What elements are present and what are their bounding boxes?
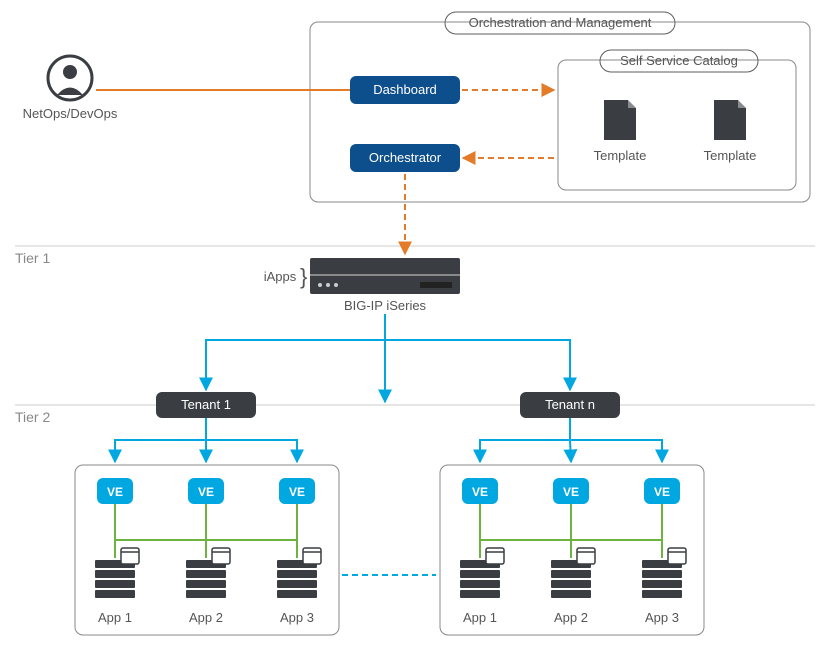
template1-icon: [604, 100, 636, 140]
server-icon: [186, 560, 226, 598]
tier1-label: Tier 1: [15, 250, 50, 266]
app-window-icon: [303, 548, 321, 564]
bigip-label: BIG-IP iSeries: [344, 298, 427, 313]
template2-icon: [714, 100, 746, 140]
actor-icon: [48, 56, 92, 100]
bigip-to-tenant1: [206, 314, 385, 390]
svg-text:VE: VE: [563, 485, 579, 499]
ve-badge: VE: [644, 478, 680, 504]
app-window-icon: [121, 548, 139, 564]
iapps-label: iApps: [264, 269, 297, 284]
bigip-device-icon: [310, 258, 460, 294]
tier2-label: Tier 2: [15, 409, 50, 425]
catalog-title: Self Service Catalog: [620, 53, 738, 68]
app-label: App 1: [463, 610, 497, 625]
app-label: App 2: [554, 610, 588, 625]
server-icon: [277, 560, 317, 598]
ve-badge: VE: [188, 478, 224, 504]
server-icon: [642, 560, 682, 598]
app-window-icon: [486, 548, 504, 564]
dashboard-label: Dashboard: [373, 82, 437, 97]
app-window-icon: [212, 548, 230, 564]
tn-fan-2: [570, 440, 571, 462]
app-label: App 3: [645, 610, 679, 625]
svg-text:VE: VE: [654, 485, 670, 499]
tenantn-label: Tenant n: [545, 397, 595, 412]
tenant1-label: Tenant 1: [181, 397, 231, 412]
orch-title: Orchestration and Management: [469, 15, 652, 30]
bigip-to-tenantn: [385, 340, 570, 390]
cluster1: VE App 1 VE App 2 VE App 3: [95, 478, 321, 625]
svg-text:VE: VE: [472, 485, 488, 499]
svg-text:VE: VE: [289, 485, 305, 499]
template2-label: Template: [704, 148, 757, 163]
ve-badge: VE: [279, 478, 315, 504]
t1-fan-1: [115, 418, 206, 462]
cluster2: VE App 1 VE App 2 VE App 3: [460, 478, 686, 625]
ve-badge: VE: [553, 478, 589, 504]
diagram-canvas: Tier 1 Tier 2 Orchestration and Manageme…: [0, 0, 830, 647]
ve-badge: VE: [97, 478, 133, 504]
ve-badge: VE: [462, 478, 498, 504]
svg-text:VE: VE: [107, 485, 123, 499]
app-window-icon: [577, 548, 595, 564]
tn-fan-3: [570, 440, 662, 462]
t1-fan-3: [206, 440, 297, 462]
svg-text:VE: VE: [198, 485, 214, 499]
catalog-box: [558, 60, 796, 190]
server-icon: [460, 560, 500, 598]
app-label: App 3: [280, 610, 314, 625]
orchestrator-label: Orchestrator: [369, 150, 442, 165]
tn-fan-1: [480, 418, 570, 462]
server-icon: [551, 560, 591, 598]
server-icon: [95, 560, 135, 598]
app-label: App 2: [189, 610, 223, 625]
app-label: App 1: [98, 610, 132, 625]
actor-label: NetOps/DevOps: [23, 106, 118, 121]
app-window-icon: [668, 548, 686, 564]
brace-icon: }: [300, 264, 307, 289]
template1-label: Template: [594, 148, 647, 163]
